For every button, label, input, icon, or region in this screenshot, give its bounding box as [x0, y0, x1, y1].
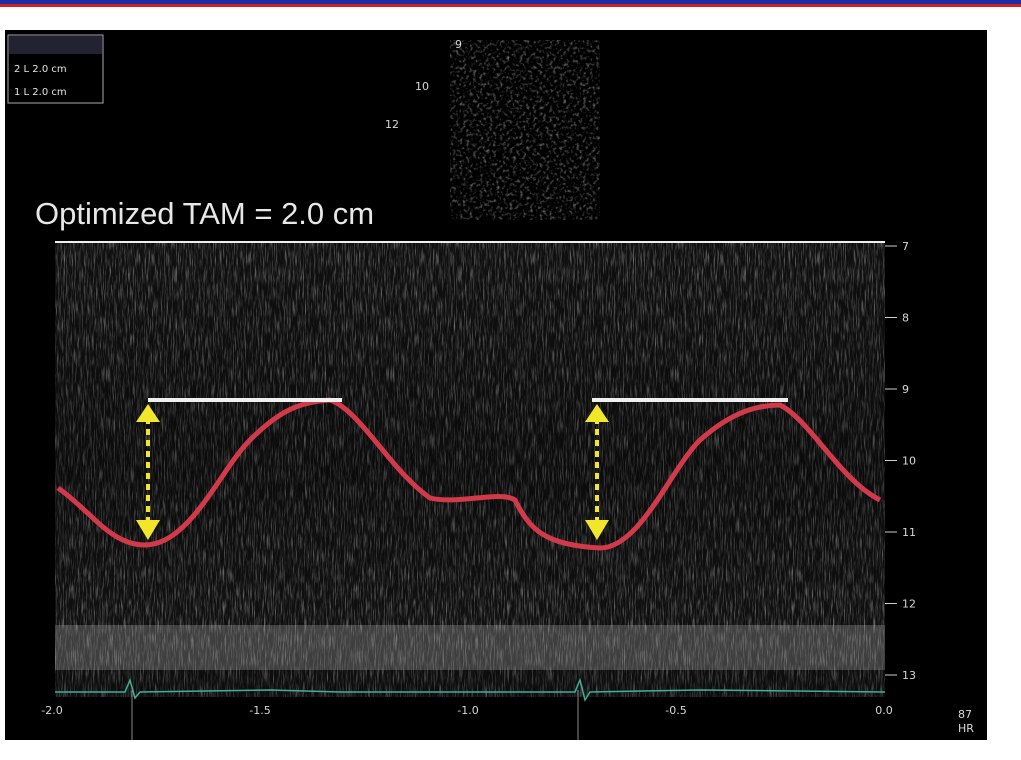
time-label: -1.5 — [249, 704, 270, 717]
depth-label: 7 — [902, 240, 909, 253]
sector-label: 10 — [415, 80, 429, 93]
info-box-header — [9, 36, 102, 54]
depth-label: 11 — [902, 526, 916, 539]
bright-band — [55, 625, 885, 670]
heart-rate-label: HR — [958, 722, 974, 735]
sector-label: 12 — [385, 118, 399, 131]
depth-label: 9 — [902, 383, 909, 396]
annotation: Optimized TAM = 2.0 cm — [35, 196, 374, 231]
depth-label: 12 — [902, 598, 916, 611]
depth-label: 8 — [902, 312, 909, 325]
time-label: -1.0 — [457, 704, 478, 717]
heart-rate-value: 87 — [958, 708, 972, 721]
sector-speckle — [450, 40, 600, 220]
slide: 2 L 2.0 cm 1 L 2.0 cm 9 10 12 Optimized … — [0, 0, 1021, 760]
time-label: 0.0 — [875, 704, 893, 717]
top-bar-red — [0, 4, 1021, 7]
time-label: -2.0 — [41, 704, 62, 717]
info-line: 1 L 2.0 cm — [14, 87, 67, 98]
page: {"image": { "annotation": "Optimized TAM… — [0, 0, 1021, 760]
top-bar-blue — [0, 0, 1021, 4]
sector-label: 9 — [455, 38, 462, 51]
depth-label: 13 — [902, 669, 916, 682]
time-label: -0.5 — [665, 704, 686, 717]
info-line: 2 L 2.0 cm — [14, 64, 67, 75]
depth-label: 10 — [902, 455, 916, 468]
